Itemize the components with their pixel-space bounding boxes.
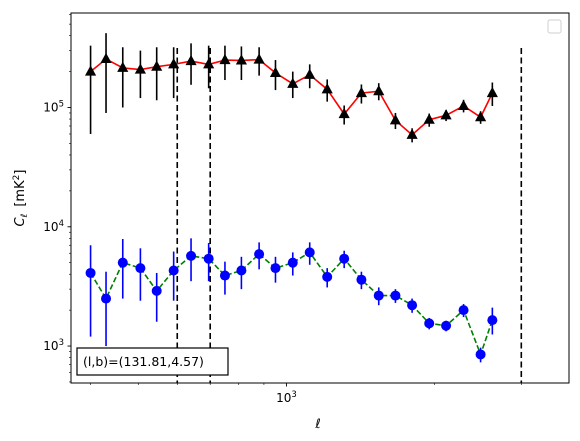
y-axis-label-subscript: ℓ (20, 214, 30, 219)
point-1-9 (236, 265, 247, 276)
point-0-3 (134, 63, 146, 74)
point-1-0 (85, 267, 96, 278)
point-0-8 (219, 53, 231, 65)
annotation: (l,b)=(131.81,4.57) (76, 347, 229, 376)
point-1-5 (168, 265, 179, 276)
point-1-6 (186, 250, 197, 261)
point-1-24 (487, 315, 498, 326)
axes-frame (70, 12, 570, 384)
point-0-16 (355, 86, 367, 98)
point-0-19 (406, 128, 418, 139)
point-0-15 (338, 107, 350, 119)
point-0-20 (423, 113, 435, 124)
series-line-1 (89, 251, 494, 357)
point-1-10 (254, 249, 265, 260)
point-1-19 (407, 300, 418, 311)
point-0-4 (151, 60, 163, 71)
point-1-2 (117, 257, 128, 268)
point-0-17 (373, 85, 385, 96)
x-tick-label-0: 103 (276, 390, 297, 405)
point-0-12 (287, 77, 299, 88)
y-axis-label: Cℓ [mK2] (12, 170, 30, 227)
point-0-5 (168, 58, 180, 69)
point-1-4 (151, 285, 162, 296)
point-1-11 (270, 263, 281, 274)
point-1-13 (304, 247, 315, 258)
series-1 (85, 238, 498, 363)
point-0-11 (269, 66, 282, 77)
point-1-3 (135, 263, 146, 274)
point-1-18 (390, 290, 401, 301)
point-0-18 (389, 114, 402, 125)
point-0-6 (185, 54, 197, 66)
point-0-0 (84, 65, 97, 76)
point-0-2 (117, 61, 129, 72)
point-0-13 (304, 68, 316, 79)
y-tick-label-2: 105 (43, 100, 64, 115)
point-1-16 (356, 274, 367, 285)
point-1-7 (203, 253, 214, 264)
legend-box (547, 19, 562, 34)
point-1-20 (424, 318, 435, 329)
x-axis-label: ℓ (314, 417, 320, 432)
point-0-23 (475, 110, 487, 122)
point-1-1 (101, 293, 112, 304)
point-1-22 (458, 305, 469, 316)
point-0-10 (253, 53, 265, 64)
series-0 (84, 33, 498, 143)
point-1-8 (219, 270, 230, 281)
point-1-17 (373, 290, 384, 301)
y-tick-label-1: 104 (43, 219, 64, 234)
point-0-14 (321, 83, 333, 94)
point-1-21 (441, 320, 452, 331)
point-0-9 (235, 54, 247, 65)
y-axis-label-symbol: C (13, 216, 28, 226)
point-1-14 (322, 271, 333, 282)
point-1-12 (287, 257, 298, 268)
point-0-7 (203, 58, 215, 69)
point-0-1 (100, 52, 112, 64)
y-tick-label-0: 103 (43, 338, 64, 353)
y-axis-label-unit-sup: 2 (12, 175, 22, 181)
y-axis-label-unit: [mK (13, 180, 28, 207)
y-axis-label-unit-close: ] (13, 170, 28, 175)
point-1-23 (475, 349, 486, 360)
point-0-22 (457, 99, 470, 111)
point-0-24 (486, 86, 498, 98)
annotation-text: (l,b)=(131.81,4.57) (83, 354, 204, 369)
point-1-15 (339, 253, 350, 264)
point-0-21 (440, 109, 452, 120)
